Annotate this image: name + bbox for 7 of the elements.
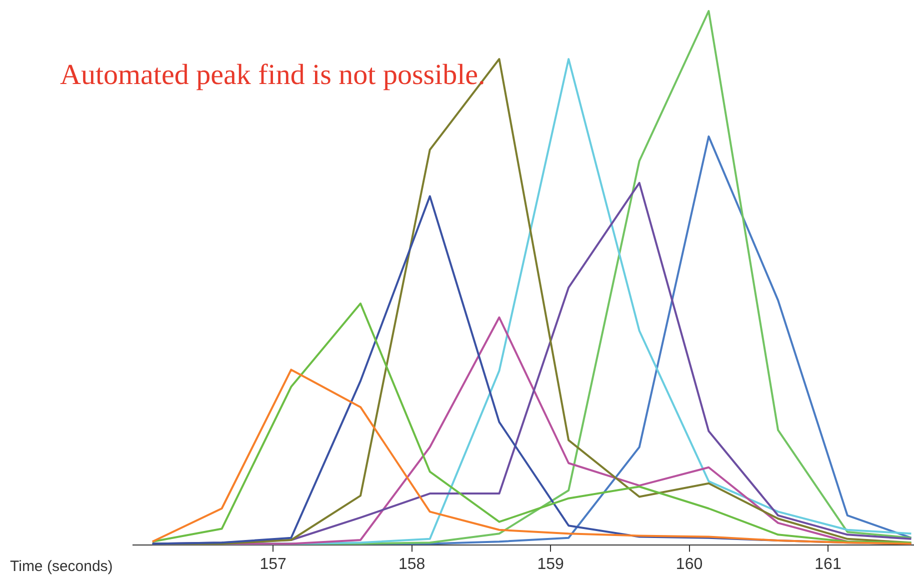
x-tick-label: 158: [398, 556, 426, 573]
x-tick-label: 157: [260, 556, 287, 573]
x-tick-label: 159: [537, 556, 564, 573]
x-tick-label: 160: [676, 556, 703, 573]
x-axis-title: Time (seconds): [10, 558, 113, 575]
x-tick-label: 161: [814, 556, 842, 573]
annotation: Automated peak find is not possible.: [60, 59, 486, 92]
